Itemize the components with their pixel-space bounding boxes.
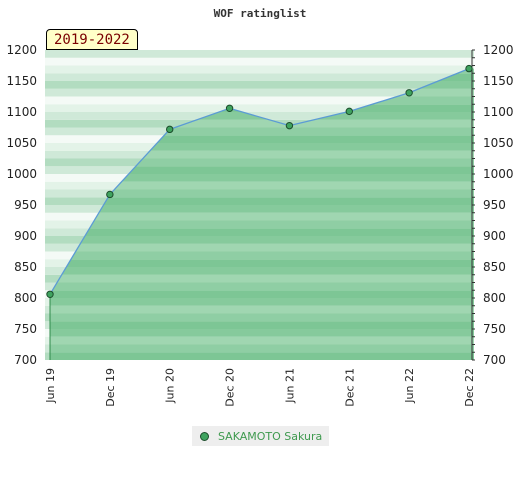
legend[interactable]: SAKAMOTO Sakura [192,426,329,446]
x-tick-label: Jun 22 [403,368,416,404]
data-point[interactable] [225,104,234,112]
area-band [50,352,474,360]
y-tick-label-right: 700 [483,353,506,367]
y-tick-label-left: 1200 [6,43,37,57]
background-band [45,81,474,89]
area-band [50,321,474,329]
area-band [50,174,474,182]
y-tick-label-right: 1000 [483,167,514,181]
x-tick-label: Dec 21 [343,368,356,407]
area-band [50,236,474,244]
area-band [50,205,474,213]
background-band [45,104,474,112]
x-tick-label: Dec 20 [224,368,237,407]
area-band [50,158,474,167]
y-tick-label-left: 800 [14,291,37,305]
data-point[interactable] [106,190,114,199]
period-badge: 2019-2022 [46,29,138,50]
y-tick-label-right: 1050 [483,136,514,150]
area-band [50,305,474,314]
area-band [50,143,474,151]
y-tick-label-left: 850 [14,260,37,274]
series-line [49,67,470,295]
background-band [45,50,474,58]
area-band [50,267,474,275]
area-band [50,150,474,159]
y-tick-label-right: 900 [483,229,506,243]
background-band [45,112,474,120]
y-tick-label-left: 700 [14,353,37,367]
y-tick-label-right: 1200 [483,43,514,57]
y-tick-label-left: 900 [14,229,37,243]
area-band [50,197,474,205]
area-band [50,220,474,229]
background-band [45,88,474,97]
area-band [50,243,474,252]
y-axis-right: 700 750 800 850 900 950 1000 1050 1100 1150 1200 [471,43,514,367]
background-band [45,96,474,105]
y-tick-label-right: 1150 [483,74,514,88]
area-band [50,290,474,298]
y-tick-label-right: 800 [483,291,506,305]
legend-marker-icon [200,431,209,441]
y-tick-label-left: 1100 [6,105,37,119]
area-band [50,119,474,128]
x-tick-label: Dec 22 [463,368,476,407]
y-tick-label-left: 750 [14,322,37,336]
background-band [45,65,474,74]
y-tick-label-left: 1150 [6,74,37,88]
area-band [50,282,474,291]
area-band [50,336,474,345]
area-band [50,329,474,337]
data-point[interactable] [465,64,473,73]
y-tick-label-left: 950 [14,198,37,212]
y-tick-label-left: 1000 [6,167,37,181]
area-band [50,181,474,190]
y-tick-label-right: 750 [483,322,506,336]
area-band [50,127,474,136]
legend-label: SAKAMOTO Sakura [218,429,323,443]
area-band [50,344,474,353]
y-tick-label-right: 950 [483,198,506,212]
x-tick-label: Jun 20 [164,368,177,404]
background-band [45,73,474,81]
area-band [50,212,474,221]
x-tick-label: Jun 19 [44,368,57,404]
data-point[interactable] [405,89,413,97]
data-point[interactable] [166,125,174,134]
area-band [50,228,474,236]
x-axis: Jun 19 Dec 19 Jun 20 Dec 20 Jun 21 Dec 21 Jun … [44,368,476,407]
area-band [50,135,474,143]
series-points [46,64,473,298]
area-band [50,259,474,267]
area-band [50,251,474,260]
x-tick-label: Jun 21 [283,368,296,404]
x-tick-label: Dec 19 [104,368,117,407]
area-band [50,298,474,306]
chart-title: WOF ratinglist [214,7,307,20]
background-band [45,57,474,66]
area-band [50,313,474,322]
y-axis-left: 700 750 800 850 900 950 1000 1050 1100 1150 1200 [6,43,37,367]
y-tick-label-left: 1050 [6,136,37,150]
area-band [50,189,474,198]
area-band [50,166,474,174]
y-tick-label-right: 1100 [483,105,514,119]
data-point[interactable] [285,121,294,130]
area-band [50,274,474,283]
series-line-path [49,67,470,295]
data-point[interactable] [345,107,353,116]
y-tick-label-right: 850 [483,260,506,274]
data-point[interactable] [46,290,54,298]
